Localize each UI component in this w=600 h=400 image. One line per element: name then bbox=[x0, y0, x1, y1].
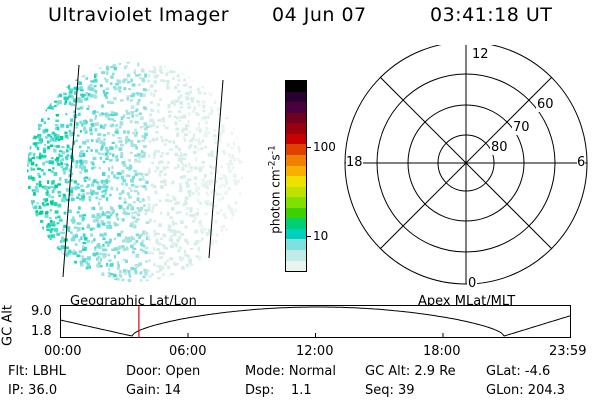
uv-emission-image bbox=[27, 62, 243, 282]
orbit-x-tick-3: 18:00 bbox=[423, 344, 461, 359]
colorbar-swatch bbox=[286, 228, 306, 240]
mlat-label-70: 70 bbox=[512, 120, 531, 135]
orbit-x-tick-1: 06:00 bbox=[169, 344, 207, 359]
colorbar-swatch bbox=[286, 176, 306, 187]
colorbar-swatch bbox=[286, 81, 306, 92]
polar-grid-panel bbox=[344, 45, 588, 285]
colorbar-swatch bbox=[286, 207, 306, 219]
colorbar-swatch bbox=[286, 186, 306, 198]
colorbar-tick-100 bbox=[307, 147, 311, 148]
orbit-x-tick-4: 23:59 bbox=[549, 344, 587, 359]
colorbar-swatch bbox=[286, 144, 306, 155]
dsp-status: Dsp: 1.1 bbox=[245, 383, 312, 398]
colorbar-tick-label-100: 100 bbox=[313, 140, 336, 154]
colorbar-tick-10 bbox=[307, 236, 311, 237]
filter-status: Flt: LBHL bbox=[8, 364, 66, 379]
orbit-x-tick-2: 12:00 bbox=[296, 344, 334, 359]
door-status: Door: Open bbox=[126, 364, 201, 379]
glat-status: GLat: -4.6 bbox=[486, 364, 551, 379]
colorbar-swatch bbox=[286, 218, 306, 229]
mlat-label-80: 80 bbox=[490, 140, 509, 155]
orbit-y-max: 9.0 bbox=[31, 304, 52, 319]
colorbar-swatch bbox=[286, 112, 306, 124]
mode-status: Mode: Normal bbox=[245, 364, 336, 379]
mlt-label-12: 12 bbox=[471, 47, 490, 62]
colorbar-swatch bbox=[286, 239, 306, 250]
uv-image-panel bbox=[27, 62, 243, 282]
orbit-y-min: 1.8 bbox=[31, 324, 52, 339]
gc-alt-status: GC Alt: 2.9 Re bbox=[365, 364, 456, 379]
seq-status: Seq: 39 bbox=[365, 383, 415, 398]
orbit-plot-frame bbox=[60, 305, 571, 338]
colorbar-swatch bbox=[286, 250, 306, 261]
orbit-altitude-plot bbox=[60, 305, 571, 338]
gain-status: Gain: 14 bbox=[126, 383, 181, 398]
color-scale-bar bbox=[285, 80, 307, 272]
orbit-x-tick-0: 00:00 bbox=[44, 344, 82, 359]
instrument-title: Ultraviolet Imager bbox=[48, 4, 230, 26]
colorbar-unit-label: photon cm-2s-1 bbox=[267, 145, 283, 234]
ip-status: IP: 36.0 bbox=[8, 383, 58, 398]
colorbar-swatch bbox=[286, 133, 306, 145]
colorbar-swatch bbox=[286, 102, 306, 113]
orbit-altitude-curve bbox=[60, 306, 571, 337]
polar-diagonal-2 bbox=[379, 76, 553, 250]
colorbar-swatch bbox=[286, 165, 306, 177]
glon-status: GLon: 204.3 bbox=[486, 383, 566, 398]
mlat-label-60: 60 bbox=[536, 97, 555, 112]
colorbar-swatch bbox=[286, 91, 306, 103]
mlt-label-0: 0 bbox=[467, 276, 478, 291]
colorbar-swatch bbox=[286, 154, 306, 166]
orbit-y-axis-label: GC Alt bbox=[0, 305, 16, 346]
colorbar-swatch bbox=[286, 123, 306, 134]
date-label: 04 Jun 07 bbox=[272, 4, 367, 26]
colorbar-tick-label-10: 10 bbox=[313, 229, 329, 243]
mlt-label-18: 18 bbox=[346, 155, 363, 170]
colorbar-swatch bbox=[286, 197, 306, 208]
meridian-line-east bbox=[208, 79, 224, 259]
mlt-label-6: 6 bbox=[577, 155, 586, 170]
meridian-line-west bbox=[62, 64, 80, 278]
time-label: 03:41:18 UT bbox=[430, 4, 553, 26]
colorbar-swatch bbox=[286, 260, 306, 272]
